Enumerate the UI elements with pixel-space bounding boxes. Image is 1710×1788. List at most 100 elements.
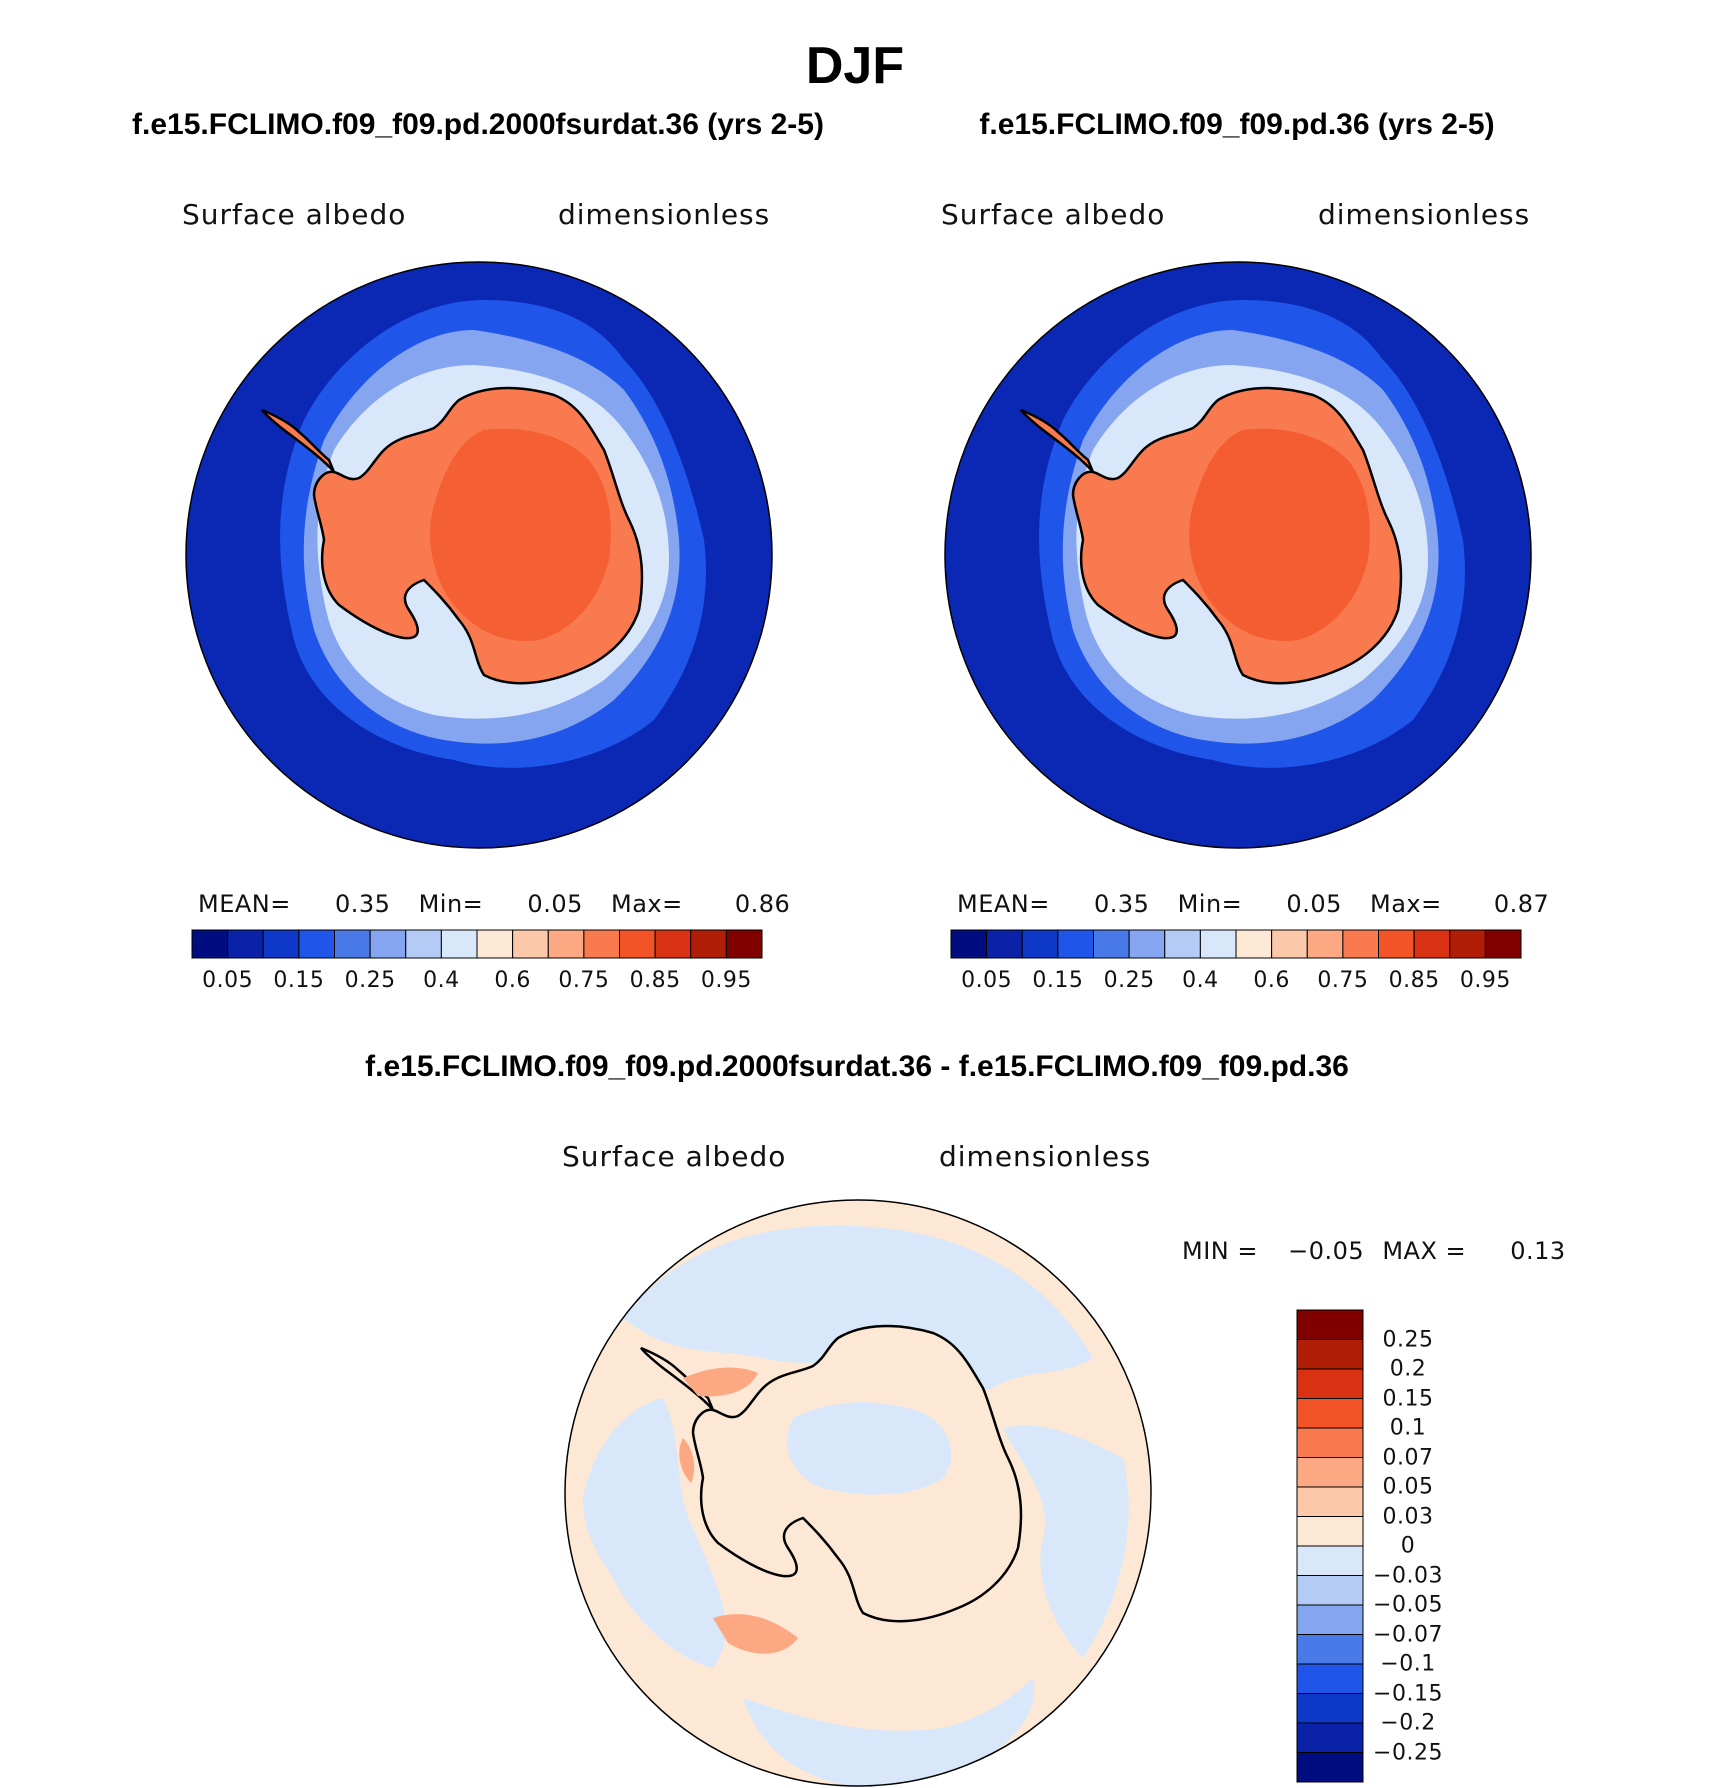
diff-panel-colorbar-swatch — [1296, 1722, 1364, 1753]
panel-2-colorbar-swatch — [1413, 929, 1451, 959]
panel-2-colorbar-ticks: 0.05 0.15 0.25 0.4 0.6 0.75 0.85 0.95 — [951, 968, 1521, 998]
panel-1-colorbar-tick-label: 0.75 — [558, 968, 610, 993]
panel-2-colorbar-swatch — [1057, 929, 1094, 959]
panel-2-max-value: 0.87 — [1493, 890, 1550, 918]
panel-1-colorbar-swatch — [191, 929, 229, 959]
panel-2-case-title: f.e15.FCLIMO.f09_f09.pd.36 (yrs 2-5) — [979, 108, 1495, 141]
diff-panel-colorbar-tick-label: 0 — [1400, 1533, 1416, 1559]
panel-1-colorbar-ticks: 0.05 0.15 0.25 0.4 0.6 0.75 0.85 0.95 — [192, 968, 762, 998]
diff-panel-max-value: 0.13 — [1510, 1237, 1566, 1265]
panel-2-variable-label: Surface albedo — [941, 198, 1166, 231]
panel-2-colorbar-swatch — [950, 929, 988, 959]
diff-panel-colorbar-tick-label: 0.15 — [1382, 1386, 1434, 1411]
panel-2-colorbar-swatch — [1271, 929, 1308, 959]
panel-1-colorbar-swatch — [476, 929, 514, 959]
panel-2-max-label: Max= — [1370, 890, 1442, 918]
panel-2-colorbar-tick-label: 0.4 — [1182, 968, 1219, 993]
diff-panel-negative-region-east — [1003, 1425, 1129, 1658]
panel-2-colorbar-swatch — [1093, 929, 1130, 959]
panel-2-mean-label: MEAN= — [957, 890, 1050, 918]
panel-1-colorbar-tick-label: 0.25 — [344, 968, 396, 993]
panel-2-colorbar-tick-label: 0.95 — [1459, 968, 1511, 993]
diff-panel-colorbar-ticks: −0.25 −0.2 −0.15 −0.1 −0.07 −0.05 −0.03 0 0.03 0.… — [1366, 1310, 1456, 1782]
diff-panel-min-label: MIN = — [1182, 1237, 1258, 1265]
diff-panel-interior-negative — [787, 1402, 952, 1495]
panel-2-colorbar-swatch — [1021, 929, 1059, 959]
diff-panel-units-label: dimensionless — [939, 1140, 1152, 1173]
panel-1-colorbar-tick-label: 0.05 — [202, 968, 254, 993]
diff-panel-colorbar — [1296, 1309, 1364, 1783]
diff-panel-colorbar-tick-label: −0.07 — [1373, 1622, 1443, 1647]
panel-1-colorbar-swatch — [369, 929, 407, 959]
panel-2-colorbar-tick-label: 0.85 — [1388, 968, 1440, 993]
diff-panel-peak-weddell — [683, 1367, 758, 1397]
diff-panel-negative-region-south — [743, 1678, 1035, 1786]
panel-2-colorbar-swatch — [1449, 929, 1486, 959]
panel-1-colorbar — [191, 929, 763, 959]
diff-panel-peak-west-coast — [679, 1438, 695, 1483]
diff-panel-colorbar-swatch — [1296, 1398, 1364, 1429]
diff-panel-colorbar-tick-label: −0.03 — [1373, 1563, 1443, 1588]
diff-panel-colorbar-tick-label: −0.1 — [1380, 1651, 1436, 1677]
panel-1-colorbar-swatch — [334, 929, 371, 959]
panel-2-polar-map — [944, 261, 1532, 849]
diff-panel-colorbar-swatch — [1296, 1604, 1364, 1635]
diff-panel-colorbar-swatch — [1296, 1486, 1364, 1517]
diff-panel-title: f.e15.FCLIMO.f09_f09.pd.2000fsurdat.36 -… — [365, 1050, 1349, 1083]
diff-panel-max-label: MAX = — [1382, 1237, 1467, 1265]
panel-2-colorbar-tick-label: 0.15 — [1032, 968, 1084, 993]
diff-panel-polar-map — [564, 1199, 1152, 1787]
diff-panel-colorbar-tick-label: 0.2 — [1389, 1356, 1427, 1382]
panel-2-colorbar-tick-label: 0.75 — [1317, 968, 1369, 993]
panel-2-high-plateau — [1189, 428, 1370, 641]
panel-2-stats: MEAN= 0.35 Min= 0.05 Max= 0.87 — [957, 890, 1549, 918]
panel-2-min-value: 0.05 — [1286, 890, 1342, 918]
panel-1-case-title: f.e15.FCLIMO.f09_f09.pd.2000fsurdat.36 (… — [132, 108, 824, 141]
panel-1-colorbar-tick-label: 0.4 — [423, 968, 460, 993]
diff-panel-colorbar-swatch — [1296, 1457, 1364, 1488]
panel-1-max-value: 0.86 — [734, 890, 791, 918]
panel-1-max-label: Max= — [611, 890, 683, 918]
diff-panel-colorbar-tick-label: 0.25 — [1382, 1327, 1434, 1352]
panel-1-colorbar-swatch — [405, 929, 442, 959]
diff-panel-colorbar-swatch — [1296, 1516, 1364, 1547]
diff-panel-negative-region-west — [583, 1398, 726, 1668]
panel-1-colorbar-swatch — [690, 929, 727, 959]
panel-1-variable-label: Surface albedo — [182, 198, 407, 231]
panel-2-colorbar-swatch — [1128, 929, 1166, 959]
diff-panel-colorbar-tick-label: 0.1 — [1389, 1415, 1427, 1441]
diff-panel-colorbar-swatch — [1296, 1427, 1364, 1458]
diff-panel-colorbar-swatch — [1296, 1339, 1364, 1370]
panel-1-polar-map — [185, 261, 773, 849]
panel-1-min-value: 0.05 — [527, 890, 583, 918]
panel-1-colorbar-swatch — [298, 929, 335, 959]
diff-panel-colorbar-tick-label: −0.25 — [1373, 1740, 1443, 1765]
panel-2-colorbar-swatch — [1484, 929, 1522, 959]
diff-panel-colorbar-swatch — [1296, 1545, 1364, 1576]
panel-1-colorbar-swatch — [227, 929, 264, 959]
panel-1-colorbar-tick-label: 0.6 — [494, 968, 531, 993]
panel-2-colorbar-tick-label: 0.25 — [1103, 968, 1155, 993]
panel-2-antarctic-peninsula — [1020, 408, 1095, 473]
page-title: DJF — [805, 37, 905, 95]
panel-2-colorbar-tick-label: 0.05 — [961, 968, 1013, 993]
diff-panel-negative-region-north — [623, 1225, 1093, 1391]
diff-panel-colorbar-swatch — [1296, 1368, 1364, 1399]
panel-1-colorbar-tick-label: 0.85 — [629, 968, 681, 993]
diff-panel-min-value: −0.05 — [1288, 1237, 1365, 1265]
diff-panel-colorbar-tick-label: −0.15 — [1373, 1681, 1443, 1706]
panel-2-colorbar-swatch — [1164, 929, 1201, 959]
panel-2-min-label: Min= — [1177, 890, 1243, 918]
panel-1-stats: MEAN= 0.35 Min= 0.05 Max= 0.86 — [198, 890, 790, 918]
diff-panel-colorbar-tick-label: 0.07 — [1382, 1445, 1434, 1470]
diff-panel-peak-bellingshausen — [713, 1614, 798, 1654]
panel-1-colorbar-swatch — [547, 929, 585, 959]
panel-2-colorbar-swatch — [1306, 929, 1344, 959]
panel-1-colorbar-tick-label: 0.15 — [273, 968, 325, 993]
panel-2-colorbar-swatch — [1378, 929, 1415, 959]
panel-1-min-label: Min= — [418, 890, 484, 918]
diff-panel-colorbar-tick-label: 0.03 — [1382, 1504, 1434, 1529]
panel-1-mean-value: 0.35 — [335, 890, 391, 918]
diff-panel-colorbar-tick-label: −0.05 — [1373, 1592, 1443, 1618]
panel-2-colorbar-swatch — [1199, 929, 1237, 959]
